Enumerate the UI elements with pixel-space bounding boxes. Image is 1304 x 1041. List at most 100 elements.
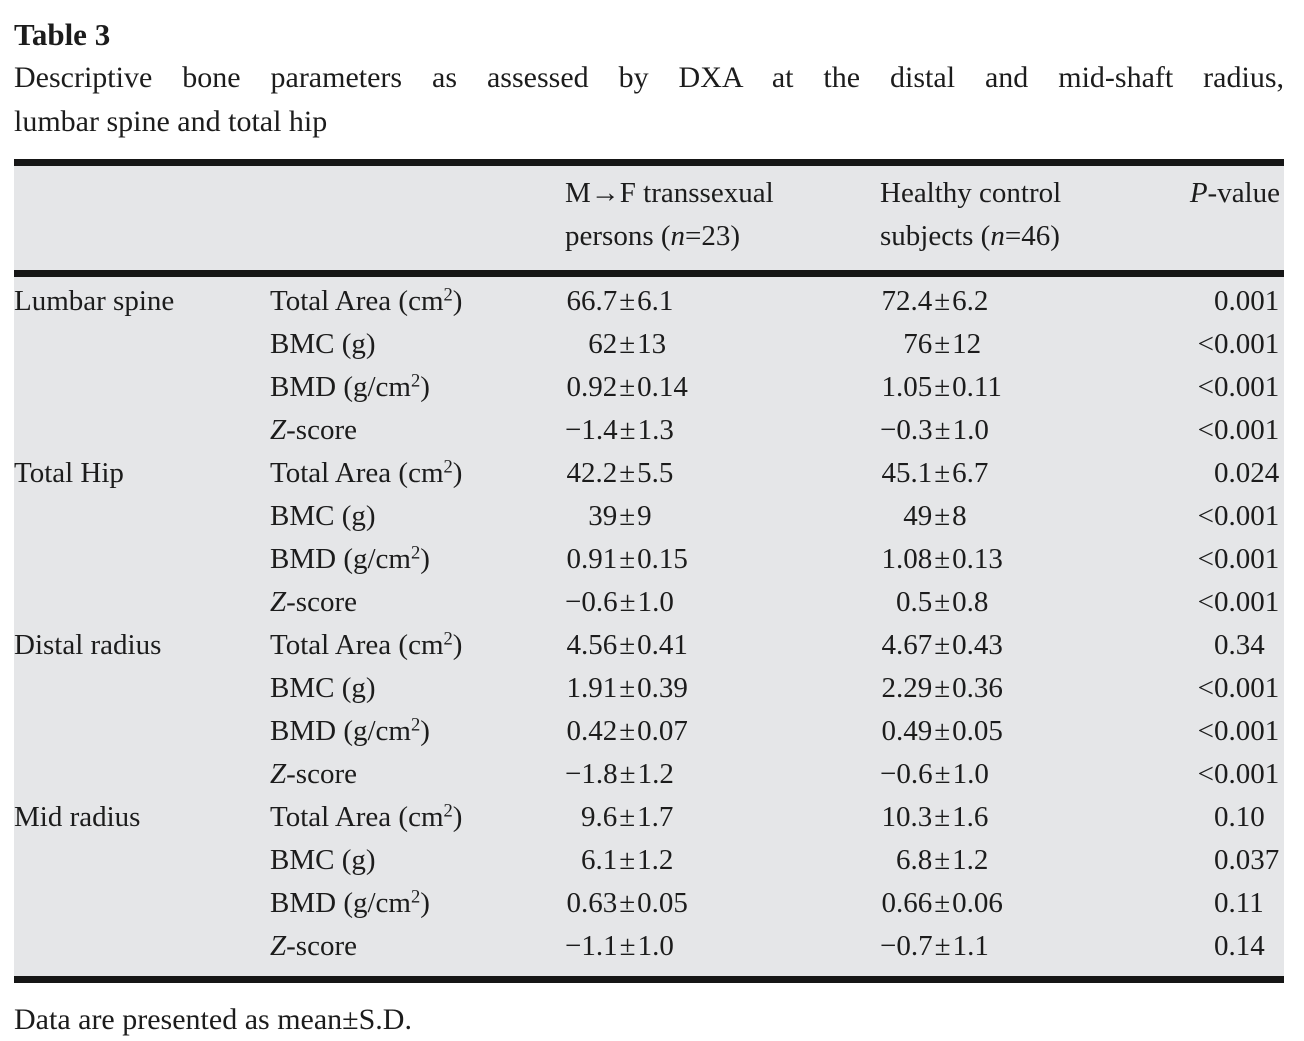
value-cell-mf-transsexual: −1.8 ±1.2: [565, 753, 880, 796]
table-row: BMC (g) 1.91 ±0.39 2.29 ±0.36 <0.001: [14, 667, 1284, 710]
table-caption-line-1: Descriptive bone parameters as assessed …: [14, 61, 1284, 94]
plus-minus-sign: ±: [934, 758, 951, 790]
p-value-cell: <0.001: [1197, 328, 1280, 360]
table-row: BMC (g) 6.1 ±1.2 6.8 ±1.2 0.037: [14, 839, 1284, 882]
plus-minus-sign: ±: [934, 586, 951, 618]
site-cell: Lumbar spine: [14, 285, 175, 317]
data-table: M→F transsexual persons (n=23) Healthy c…: [14, 159, 1284, 983]
value-cell-mf-transsexual: 0.63 ±0.05: [565, 882, 880, 925]
plus-minus-sign: ±: [619, 715, 636, 747]
parameter-cell: BMC (g): [270, 328, 376, 360]
parameter-cell: BMD (g/cm2): [270, 886, 430, 919]
value-cell-healthy-control: 76 ±12: [880, 323, 1170, 366]
table-row: Z-score −0.6 ±1.0 0.5 ±0.8 <0.001: [14, 581, 1284, 624]
p-value-cell: <0.001: [1197, 500, 1280, 532]
table-row: Total Hip Total Area (cm2) 42.2 ±5.5 45.1 ±6.…: [14, 452, 1284, 495]
plus-minus-sign: ±: [619, 543, 636, 575]
plus-minus-sign: ±: [619, 801, 636, 833]
parameter-cell: BMC (g): [270, 844, 376, 876]
table-row: Lumbar spine Total Area (cm2) 66.7 ±6.1 72.4…: [14, 280, 1284, 323]
value-cell-healthy-control: 2.29 ±0.36: [880, 667, 1170, 710]
p-value-cell: <0.001: [1197, 715, 1280, 747]
plus-minus-sign: ±: [619, 285, 636, 317]
value-cell-healthy-control: 0.5 ±0.8: [880, 581, 1170, 624]
table-row: BMD (g/cm2) 0.92 ±0.14 1.05 ±0.11 <0.001: [14, 366, 1284, 409]
plus-minus-sign: ±: [619, 586, 636, 618]
p-value-cell: 0.10: [1214, 801, 1265, 833]
p-value-cell: 0.14: [1214, 930, 1265, 962]
value-cell-mf-transsexual: 0.42 ±0.07: [565, 710, 880, 753]
p-value-cell: <0.001: [1197, 543, 1280, 575]
value-cell-mf-transsexual: −0.6 ±1.0: [565, 581, 880, 624]
plus-minus-sign: ±: [619, 500, 636, 532]
table-row: Z-score −1.4 ±1.3 −0.3 ±1.0 <0.001: [14, 409, 1284, 452]
parameter-cell: BMD (g/cm2): [270, 542, 430, 575]
table-title: Table 3: [14, 17, 111, 52]
value-cell-healthy-control: 0.49 ±0.05: [880, 710, 1170, 753]
plus-minus-sign: ±: [619, 414, 636, 446]
parameter-cell: BMD (g/cm2): [270, 714, 430, 747]
value-cell-mf-transsexual: 9.6 ±1.7: [565, 796, 880, 839]
plus-minus-sign: ±: [934, 457, 951, 489]
value-cell-healthy-control: −0.7 ±1.1: [880, 925, 1170, 968]
table-row: Distal radius Total Area (cm2) 4.56 ±0.41 4.…: [14, 624, 1284, 667]
site-cell: Distal radius: [14, 629, 162, 661]
value-cell-healthy-control: 0.66 ±0.06: [880, 882, 1170, 925]
plus-minus-sign: ±: [619, 758, 636, 790]
plus-minus-sign: ±: [619, 371, 636, 403]
parameter-cell: Total Area (cm2): [270, 284, 463, 317]
plus-minus-sign: ±: [934, 414, 951, 446]
plus-minus-sign: ±: [934, 629, 951, 661]
plus-minus-sign: ±: [934, 543, 951, 575]
plus-minus-sign: ±: [934, 887, 951, 919]
p-value-cell: <0.001: [1197, 758, 1280, 790]
header-healthy-control-column: Healthy control subjects (n=46): [880, 177, 1062, 252]
p-value-cell: 0.001: [1214, 285, 1280, 317]
parameter-cell: BMC (g): [270, 500, 376, 532]
value-cell-mf-transsexual: −1.4 ±1.3: [565, 409, 880, 452]
table-row: Z-score −1.1 ±1.0 −0.7 ±1.1 0.14: [14, 925, 1284, 968]
plus-minus-sign: ±: [619, 887, 636, 919]
table-caption: Descriptive bone parameters as assessed …: [14, 56, 1284, 144]
p-value-cell: 0.024: [1214, 457, 1280, 489]
p-value-cell: <0.001: [1197, 672, 1280, 704]
value-cell-healthy-control: 4.67 ±0.43: [880, 624, 1170, 667]
plus-minus-sign: ±: [934, 285, 951, 317]
value-cell-healthy-control: 45.1 ±6.7: [880, 452, 1170, 495]
value-cell-healthy-control: 49 ±8: [880, 495, 1170, 538]
p-value-cell: 0.11: [1214, 887, 1264, 919]
value-cell-healthy-control: 6.8 ±1.2: [880, 839, 1170, 882]
p-value-cell: 0.34: [1214, 629, 1265, 661]
value-cell-mf-transsexual: 62 ±13: [565, 323, 880, 366]
value-cell-healthy-control: −0.3 ±1.0: [880, 409, 1170, 452]
plus-minus-sign: ±: [934, 801, 951, 833]
value-cell-mf-transsexual: −1.1 ±1.0: [565, 925, 880, 968]
plus-minus-sign: ±: [619, 844, 636, 876]
value-cell-mf-transsexual: 0.91 ±0.15: [565, 538, 880, 581]
table-header-row: M→F transsexual persons (n=23) Healthy c…: [14, 166, 1284, 277]
value-cell-mf-transsexual: 6.1 ±1.2: [565, 839, 880, 882]
plus-minus-sign: ±: [619, 672, 636, 704]
table-row: BMD (g/cm2) 0.91 ±0.15 1.08 ±0.13 <0.001: [14, 538, 1284, 581]
value-cell-healthy-control: −0.6 ±1.0: [880, 753, 1170, 796]
table-caption-line-2: lumbar spine and total hip: [14, 105, 328, 138]
value-cell-mf-transsexual: 39 ±9: [565, 495, 880, 538]
plus-minus-sign: ±: [934, 930, 951, 962]
plus-minus-sign: ±: [619, 629, 636, 661]
parameter-cell: BMC (g): [270, 672, 376, 704]
parameter-cell: Z-score: [270, 586, 357, 618]
site-cell: Total Hip: [14, 457, 124, 489]
table-footnote: Data are presented as mean±S.D.: [14, 1003, 412, 1036]
plus-minus-sign: ±: [934, 672, 951, 704]
header-pvalue-column: P-value: [1189, 177, 1280, 209]
p-value-cell: <0.001: [1197, 586, 1280, 618]
plus-minus-sign: ±: [619, 457, 636, 489]
parameter-cell: Total Area (cm2): [270, 456, 463, 489]
value-cell-healthy-control: 10.3 ±1.6: [880, 796, 1170, 839]
table-row: Mid radius Total Area (cm2) 9.6 ±1.7 10.3 ±1.…: [14, 796, 1284, 839]
value-cell-mf-transsexual: 42.2 ±5.5: [565, 452, 880, 495]
plus-minus-sign: ±: [619, 930, 636, 962]
parameter-cell: Z-score: [270, 414, 357, 446]
value-cell-healthy-control: 72.4 ±6.2: [880, 280, 1170, 323]
p-value-cell: <0.001: [1197, 414, 1280, 446]
